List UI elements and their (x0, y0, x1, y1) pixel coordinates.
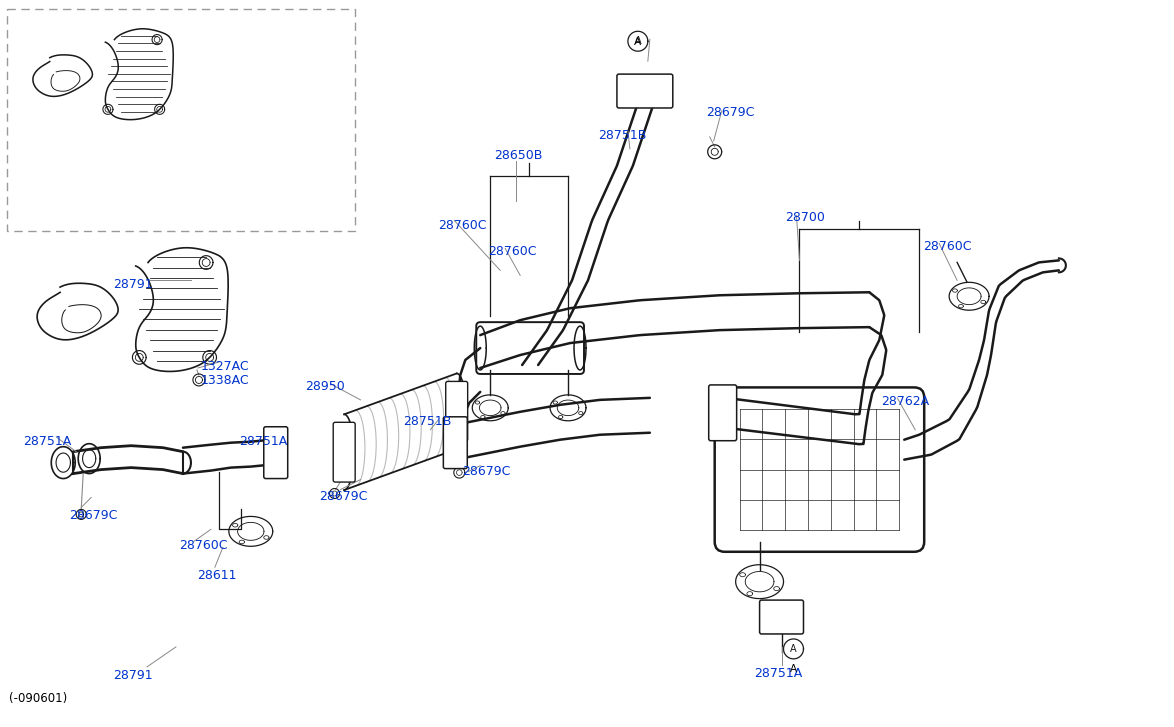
Text: 28751A: 28751A (755, 667, 803, 680)
Text: 28751B: 28751B (598, 129, 647, 142)
Text: 28762A: 28762A (882, 395, 930, 408)
Text: 1327AC: 1327AC (201, 360, 250, 373)
FancyBboxPatch shape (709, 385, 736, 441)
Text: 28950: 28950 (305, 380, 344, 393)
Text: 28760C: 28760C (438, 219, 487, 232)
Text: 1338AC: 1338AC (201, 374, 250, 387)
Text: 28700: 28700 (785, 211, 825, 224)
Text: 28679C: 28679C (318, 489, 367, 502)
Text: 28611: 28611 (197, 569, 236, 582)
Text: A: A (790, 664, 797, 674)
FancyBboxPatch shape (760, 600, 803, 634)
Text: 28751B: 28751B (404, 415, 452, 427)
Text: 28791: 28791 (113, 669, 153, 682)
Text: 28679C: 28679C (706, 106, 754, 119)
Text: 28679C: 28679C (69, 510, 117, 523)
FancyBboxPatch shape (715, 387, 924, 552)
FancyBboxPatch shape (444, 417, 467, 469)
FancyBboxPatch shape (446, 382, 467, 441)
Text: A: A (790, 644, 797, 654)
FancyBboxPatch shape (7, 9, 355, 230)
FancyBboxPatch shape (333, 422, 356, 482)
Text: 28760C: 28760C (923, 241, 972, 254)
Text: 28760C: 28760C (178, 539, 228, 553)
Text: 28679C: 28679C (463, 465, 511, 478)
Text: (-090601): (-090601) (9, 692, 68, 704)
Text: A: A (634, 37, 641, 47)
FancyBboxPatch shape (477, 322, 583, 374)
Text: 28751A: 28751A (238, 435, 288, 448)
FancyBboxPatch shape (264, 427, 288, 478)
Text: 28760C: 28760C (488, 246, 537, 259)
Text: A: A (635, 36, 641, 47)
Text: 28791: 28791 (113, 278, 153, 292)
Text: 28751A: 28751A (23, 435, 72, 448)
Text: 28650B: 28650B (494, 149, 542, 162)
FancyBboxPatch shape (616, 74, 673, 108)
